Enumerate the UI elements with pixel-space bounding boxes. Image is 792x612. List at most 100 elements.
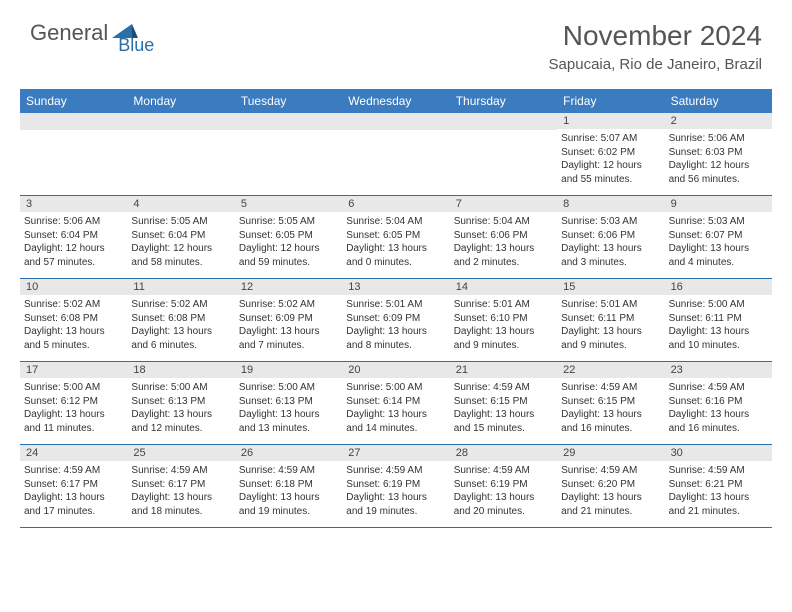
daylight-line: and 57 minutes.	[24, 256, 123, 270]
sunrise-line: Sunrise: 5:04 AM	[346, 215, 445, 229]
sunset-line: Sunset: 6:08 PM	[24, 312, 123, 326]
sunrise-line: Sunrise: 5:00 AM	[346, 381, 445, 395]
calendar-cell: 19 Sunrise: 5:00 AMSunset: 6:13 PMDayligh…	[235, 362, 342, 444]
day-number: 9	[665, 196, 772, 212]
day-header: Tuesday	[235, 89, 342, 113]
calendar-cell	[235, 113, 342, 195]
sunset-line: Sunset: 6:13 PM	[239, 395, 338, 409]
daylight-line: Daylight: 13 hours	[561, 491, 660, 505]
calendar-cell: 22Sunrise: 4:59 AMSunset: 6:15 PMDayligh…	[557, 362, 664, 444]
sunrise-line: Sunrise: 5:01 AM	[454, 298, 553, 312]
daylight-line: and 16 minutes.	[669, 422, 768, 436]
sunset-line: Sunset: 6:21 PM	[669, 478, 768, 492]
day-number: 2	[665, 113, 772, 129]
sunset-line: Sunset: 6:13 PM	[131, 395, 230, 409]
daylight-line: Daylight: 13 hours	[669, 325, 768, 339]
sunset-line: Sunset: 6:02 PM	[561, 146, 660, 160]
sunrise-line: Sunrise: 5:00 AM	[239, 381, 338, 395]
calendar-cell: 5Sunrise: 5:05 AMSunset: 6:05 PMDaylight…	[235, 196, 342, 278]
day-number: 5	[235, 196, 342, 212]
daylight-line: Daylight: 12 hours	[239, 242, 338, 256]
calendar-cell	[20, 113, 127, 195]
sunset-line: Sunset: 6:05 PM	[239, 229, 338, 243]
sunrise-line: Sunrise: 4:59 AM	[346, 464, 445, 478]
calendar-cell: 8Sunrise: 5:03 AMSunset: 6:06 PMDaylight…	[557, 196, 664, 278]
daylight-line: Daylight: 12 hours	[669, 159, 768, 173]
daylight-line: Daylight: 13 hours	[669, 242, 768, 256]
sunset-line: Sunset: 6:07 PM	[669, 229, 768, 243]
daylight-line: Daylight: 13 hours	[669, 491, 768, 505]
daylight-line: and 15 minutes.	[454, 422, 553, 436]
daylight-line: Daylight: 13 hours	[346, 408, 445, 422]
calendar-cell	[342, 113, 449, 195]
sunset-line: Sunset: 6:15 PM	[561, 395, 660, 409]
sunrise-line: Sunrise: 5:02 AM	[24, 298, 123, 312]
day-number: 7	[450, 196, 557, 212]
calendar-cell: 10Sunrise: 5:02 AMSunset: 6:08 PMDayligh…	[20, 279, 127, 361]
daylight-line: and 14 minutes.	[346, 422, 445, 436]
sunrise-line: Sunrise: 5:05 AM	[131, 215, 230, 229]
calendar-cell	[450, 113, 557, 195]
day-number: 18	[127, 362, 234, 378]
calendar-cell: 4Sunrise: 5:05 AMSunset: 6:04 PMDaylight…	[127, 196, 234, 278]
sunset-line: Sunset: 6:06 PM	[454, 229, 553, 243]
calendar-cell: 28Sunrise: 4:59 AMSunset: 6:19 PMDayligh…	[450, 445, 557, 527]
daylight-line: and 8 minutes.	[346, 339, 445, 353]
sunset-line: Sunset: 6:17 PM	[131, 478, 230, 492]
calendar-cell: 3Sunrise: 5:06 AMSunset: 6:04 PMDaylight…	[20, 196, 127, 278]
page-header: General Blue November 2024 Sapucaia, Rio…	[0, 0, 792, 81]
sunset-line: Sunset: 6:04 PM	[24, 229, 123, 243]
sunset-line: Sunset: 6:05 PM	[346, 229, 445, 243]
daylight-line: Daylight: 12 hours	[131, 242, 230, 256]
daylight-line: and 19 minutes.	[346, 505, 445, 519]
day-number: 20	[342, 362, 449, 378]
daylight-line: and 59 minutes.	[239, 256, 338, 270]
day-number: 21	[450, 362, 557, 378]
daylight-line: and 3 minutes.	[561, 256, 660, 270]
day-number: 22	[557, 362, 664, 378]
daylight-line: Daylight: 13 hours	[24, 491, 123, 505]
day-header: Sunday	[20, 89, 127, 113]
daylight-line: Daylight: 13 hours	[346, 491, 445, 505]
calendar-grid: SundayMondayTuesdayWednesdayThursdayFrid…	[20, 89, 772, 528]
sunset-line: Sunset: 6:09 PM	[346, 312, 445, 326]
logo-text-blue: Blue	[118, 35, 154, 56]
sunset-line: Sunset: 6:03 PM	[669, 146, 768, 160]
day-number: 17	[20, 362, 127, 378]
day-number: 27	[342, 445, 449, 461]
day-number: 10	[20, 279, 127, 295]
sunset-line: Sunset: 6:17 PM	[24, 478, 123, 492]
daylight-line: and 5 minutes.	[24, 339, 123, 353]
daylight-line: and 6 minutes.	[131, 339, 230, 353]
daylight-line: Daylight: 13 hours	[131, 408, 230, 422]
daylight-line: Daylight: 12 hours	[561, 159, 660, 173]
day-number	[20, 113, 127, 130]
calendar-week: 1Sunrise: 5:07 AMSunset: 6:02 PMDaylight…	[20, 113, 772, 196]
calendar-week: 3Sunrise: 5:06 AMSunset: 6:04 PMDaylight…	[20, 196, 772, 279]
calendar-cell: 17Sunrise: 5:00 AMSunset: 6:12 PMDayligh…	[20, 362, 127, 444]
daylight-line: Daylight: 13 hours	[239, 408, 338, 422]
daylight-line: and 11 minutes.	[24, 422, 123, 436]
daylight-line: Daylight: 13 hours	[454, 408, 553, 422]
logo-text-general: General	[30, 20, 108, 46]
sunrise-line: Sunrise: 5:00 AM	[131, 381, 230, 395]
daylight-line: and 20 minutes.	[454, 505, 553, 519]
sunset-line: Sunset: 6:11 PM	[669, 312, 768, 326]
day-number: 11	[127, 279, 234, 295]
month-title: November 2024	[549, 20, 762, 52]
sunrise-line: Sunrise: 4:59 AM	[561, 464, 660, 478]
day-number: 19	[235, 362, 342, 378]
day-number: 16	[665, 279, 772, 295]
sunset-line: Sunset: 6:08 PM	[131, 312, 230, 326]
day-number	[127, 113, 234, 130]
sunrise-line: Sunrise: 5:01 AM	[346, 298, 445, 312]
sunrise-line: Sunrise: 5:00 AM	[669, 298, 768, 312]
daylight-line: Daylight: 13 hours	[239, 325, 338, 339]
sunset-line: Sunset: 6:18 PM	[239, 478, 338, 492]
daylight-line: and 2 minutes.	[454, 256, 553, 270]
day-number	[450, 113, 557, 130]
calendar-cell: 24Sunrise: 4:59 AMSunset: 6:17 PMDayligh…	[20, 445, 127, 527]
calendar-cell: 2Sunrise: 5:06 AMSunset: 6:03 PMDaylight…	[665, 113, 772, 195]
daylight-line: and 10 minutes.	[669, 339, 768, 353]
sunset-line: Sunset: 6:04 PM	[131, 229, 230, 243]
